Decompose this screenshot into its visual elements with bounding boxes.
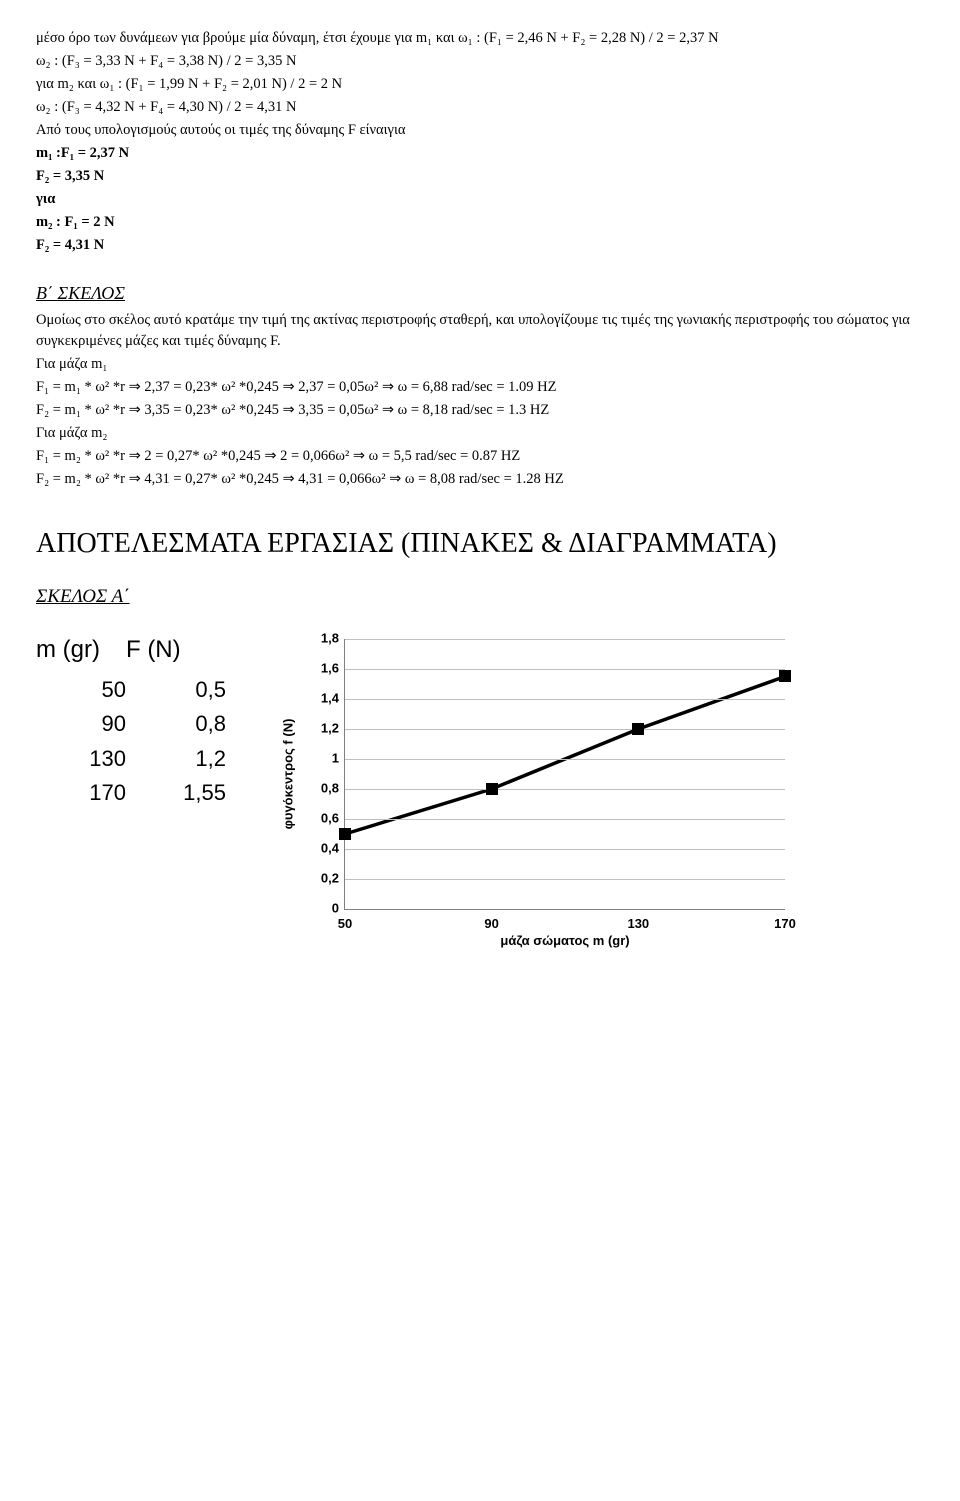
result-gia: για [36, 189, 924, 210]
cell: 130 [36, 742, 126, 776]
cell: 1,2 [126, 742, 226, 776]
gridline [345, 729, 785, 730]
y-tick-label: 0,4 [321, 839, 345, 858]
gridline [345, 639, 785, 640]
cell: 50 [36, 673, 126, 707]
para-line: F₁ = m₁ * ω² *r ⇒ 2,37 = 0,23* ω² *0,245… [36, 377, 924, 398]
y-tick-label: 0,8 [321, 779, 345, 798]
results-title: ΑΠΟΤΕΛΕΣΜΑΤΑ ΕΡΓΑΣΙΑΣ (ΠΙΝΑΚΕΣ & ΔΙΑΓΡΑΜ… [36, 524, 924, 565]
result-m2-f1: m₂ : F₁ = 2 N [36, 212, 924, 233]
para-line: ω₂ : (F₃ = 3,33 N + F₄ = 3,38 N) / 2 = 3… [36, 51, 924, 72]
skelos-a-title: ΣΚΕΛΟΣ Α΄ [36, 583, 924, 611]
y-tick-label: 0,2 [321, 869, 345, 888]
plot-area: φυγόκεντρος f (N) μάζα σώματος m (gr) 00… [344, 639, 785, 910]
cell: 0,8 [126, 707, 226, 741]
x-tick-label: 90 [484, 909, 498, 934]
y-tick-label: 1 [332, 749, 345, 768]
para-line: F₂ = m₂ * ω² *r ⇒ 4,31 = 0,27* ω² *0,245… [36, 469, 924, 490]
x-tick-label: 170 [774, 909, 796, 934]
y-tick-label: 1,8 [321, 629, 345, 648]
gridline [345, 699, 785, 700]
y-axis-title: φυγόκεντρος f (N) [280, 718, 299, 829]
y-tick-label: 1,6 [321, 659, 345, 678]
table-row: 90 0,8 [36, 707, 226, 741]
section-b-title: Β΄ ΣΚΕΛΟΣ [36, 280, 924, 306]
cell: 1,55 [126, 776, 226, 810]
x-tick-label: 50 [338, 909, 352, 934]
gridline [345, 759, 785, 760]
table-row: 170 1,55 [36, 776, 226, 810]
para-line: Για μάζα m₂ [36, 423, 924, 444]
result-m1-f1: m₁ :F₁ = 2,37 N [36, 143, 924, 164]
y-tick-label: 1,2 [321, 719, 345, 738]
data-marker [779, 670, 791, 682]
table-header: m (gr) F (N) [36, 633, 226, 668]
table-row: 50 0,5 [36, 673, 226, 707]
y-tick-label: 0,6 [321, 809, 345, 828]
gridline [345, 849, 785, 850]
table-chart-row: m (gr) F (N) 50 0,5 90 0,8 130 1,2 170 1… [36, 633, 924, 973]
para-line: F₁ = m₂ * ω² *r ⇒ 2 = 0,27* ω² *0,245 ⇒ … [36, 446, 924, 467]
para-line: Για μάζα m₁ [36, 354, 924, 375]
data-table: m (gr) F (N) 50 0,5 90 0,8 130 1,2 170 1… [36, 633, 226, 810]
data-marker [339, 828, 351, 840]
x-tick-label: 130 [627, 909, 649, 934]
chart-line [345, 639, 785, 909]
para-line: F₂ = m₁ * ω² *r ⇒ 3,35 = 0,23* ω² *0,245… [36, 400, 924, 421]
x-axis-title: μάζα σώματος m (gr) [500, 932, 629, 951]
series-line [345, 676, 785, 834]
para-line: ω₂ : (F₃ = 4,32 N + F₄ = 4,30 N) / 2 = 4… [36, 97, 924, 118]
para-line: Ομοίως στο σκέλος αυτό κρατάμε την τιμή … [36, 310, 924, 352]
data-marker [486, 783, 498, 795]
gridline [345, 789, 785, 790]
y-tick-label: 1,4 [321, 689, 345, 708]
cell: 0,5 [126, 673, 226, 707]
para-line: για m₂ και ω₁ : (F₁ = 1,99 N + F₂ = 2,01… [36, 74, 924, 95]
data-marker [632, 723, 644, 735]
gridline [345, 819, 785, 820]
chart: φυγόκεντρος f (N) μάζα σώματος m (gr) 00… [266, 633, 806, 973]
gridline [345, 669, 785, 670]
para-line: μέσο όρο των δυνάμεων για βρούμε μία δύν… [36, 28, 924, 49]
cell: 90 [36, 707, 126, 741]
cell: 170 [36, 776, 126, 810]
para-line: Από τους υπολογισμούς αυτούς οι τιμές τη… [36, 120, 924, 141]
result-m2-f2: F₂ = 4,31 N [36, 235, 924, 256]
result-m1-f2: F₂ = 3,35 N [36, 166, 924, 187]
table-row: 130 1,2 [36, 742, 226, 776]
col-header-m: m (gr) [36, 633, 100, 668]
gridline [345, 879, 785, 880]
col-header-f: F (N) [126, 633, 181, 668]
